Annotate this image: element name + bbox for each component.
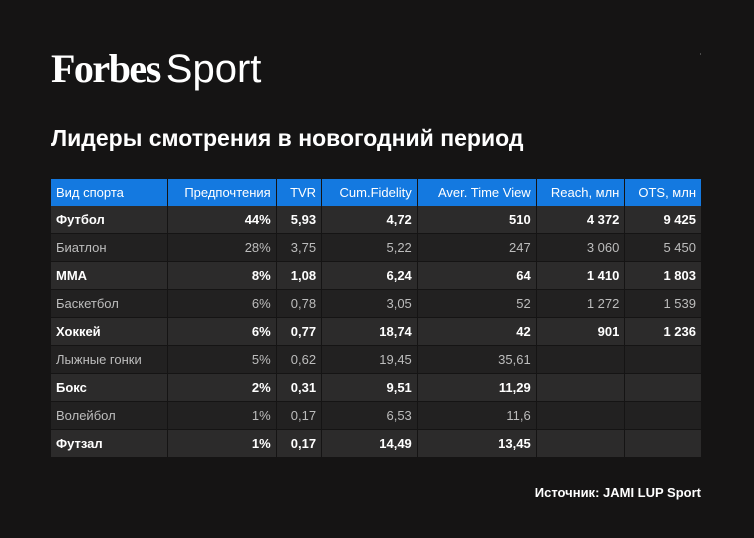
table-row: Биатлон 28% 3,75 5,22 247 3 060 5 450: [51, 234, 701, 262]
table-cell: Волейбол: [51, 402, 167, 430]
table-row: Бокс 2% 0,31 9,51 11,29: [51, 374, 701, 402]
table-row: Футзал 1% 0,17 14,49 13,45: [51, 430, 701, 458]
table-cell: 52: [417, 290, 536, 318]
table-cell: Баскетбол: [51, 290, 167, 318]
table-cell: 19,45: [322, 346, 417, 374]
table-cell: 0,78: [276, 290, 322, 318]
table-cell: 5,93: [276, 206, 322, 234]
table-cell: 1 272: [536, 290, 625, 318]
table-cell: 14,49: [322, 430, 417, 458]
column-header: Reach, млн: [536, 179, 625, 206]
table-row: Баскетбол 6% 0,78 3,05 52 1 272 1 539: [51, 290, 701, 318]
table-cell: 901: [536, 318, 625, 346]
table-cell: 9,51: [322, 374, 417, 402]
table-cell: 1 539: [625, 290, 701, 318]
table-cell: 0,17: [276, 402, 322, 430]
table-row: Волейбол 1% 0,17 6,53 11,6: [51, 402, 701, 430]
table-cell: Лыжные гонки: [51, 346, 167, 374]
table-cell: 44%: [167, 206, 276, 234]
table-cell: Футбол: [51, 206, 167, 234]
table-cell: 2%: [167, 374, 276, 402]
table-row: MMA 8% 1,08 6,24 64 1 410 1 803: [51, 262, 701, 290]
forbes-sport-logo: Forbes Sport: [51, 46, 261, 92]
table-cell: Хоккей: [51, 318, 167, 346]
corner-mark: [700, 53, 701, 55]
table-cell: [625, 346, 701, 374]
table-cell: Бокс: [51, 374, 167, 402]
column-header: TVR: [276, 179, 322, 206]
table-cell: 18,74: [322, 318, 417, 346]
column-header: Вид спорта: [51, 179, 167, 206]
column-header: OTS, млн: [625, 179, 701, 206]
table-cell: 4 372: [536, 206, 625, 234]
table-cell: [536, 346, 625, 374]
logo-brand: Forbes: [51, 46, 161, 91]
table-cell: 1 803: [625, 262, 701, 290]
viewership-table: Вид спорта Предпочтения TVR Cum.Fidelity…: [50, 179, 702, 458]
table-cell: 3 060: [536, 234, 625, 262]
table-cell: 510: [417, 206, 536, 234]
table-row: Хоккей 6% 0,77 18,74 42 901 1 236: [51, 318, 701, 346]
table-row: Футбол 44% 5,93 4,72 510 4 372 9 425: [51, 206, 701, 234]
table-header-row: Вид спорта Предпочтения TVR Cum.Fidelity…: [51, 179, 701, 206]
source-note: Источник: JAMI LUP Sport: [534, 485, 701, 500]
table-cell: 0,17: [276, 430, 322, 458]
table-cell: [625, 402, 701, 430]
column-header: Cum.Fidelity: [322, 179, 417, 206]
table-cell: 1 410: [536, 262, 625, 290]
table-cell: 11,29: [417, 374, 536, 402]
table-cell: 28%: [167, 234, 276, 262]
table-cell: 3,75: [276, 234, 322, 262]
table-cell: 9 425: [625, 206, 701, 234]
column-header: Aver. Time View: [417, 179, 536, 206]
table-cell: 5 450: [625, 234, 701, 262]
table-cell: [625, 374, 701, 402]
table-cell: 5,22: [322, 234, 417, 262]
table-cell: Биатлон: [51, 234, 167, 262]
table-cell: 6,53: [322, 402, 417, 430]
table-cell: 11,6: [417, 402, 536, 430]
table-cell: Футзал: [51, 430, 167, 458]
table-cell: [536, 374, 625, 402]
table-cell: 1%: [167, 430, 276, 458]
table-cell: 6%: [167, 318, 276, 346]
logo-section: Sport: [165, 47, 262, 91]
table-cell: 0,62: [276, 346, 322, 374]
table-cell: [536, 402, 625, 430]
table-cell: MMA: [51, 262, 167, 290]
table-cell: 1 236: [625, 318, 701, 346]
table-cell: 13,45: [417, 430, 536, 458]
table-cell: 3,05: [322, 290, 417, 318]
table-cell: 42: [417, 318, 536, 346]
table-cell: [536, 430, 625, 458]
table-cell: 64: [417, 262, 536, 290]
table-cell: 8%: [167, 262, 276, 290]
table-cell: 0,77: [276, 318, 322, 346]
table-cell: 1,08: [276, 262, 322, 290]
table-row: Лыжные гонки 5% 0,62 19,45 35,61: [51, 346, 701, 374]
table-cell: 5%: [167, 346, 276, 374]
table-cell: 6,24: [322, 262, 417, 290]
table-cell: 0,31: [276, 374, 322, 402]
table-cell: [625, 430, 701, 458]
table-cell: 1%: [167, 402, 276, 430]
table-cell: 6%: [167, 290, 276, 318]
table-cell: 4,72: [322, 206, 417, 234]
table-cell: 35,61: [417, 346, 536, 374]
table-cell: 247: [417, 234, 536, 262]
column-header: Предпочтения: [167, 179, 276, 206]
page-title: Лидеры смотрения в новогодний период: [51, 125, 524, 151]
